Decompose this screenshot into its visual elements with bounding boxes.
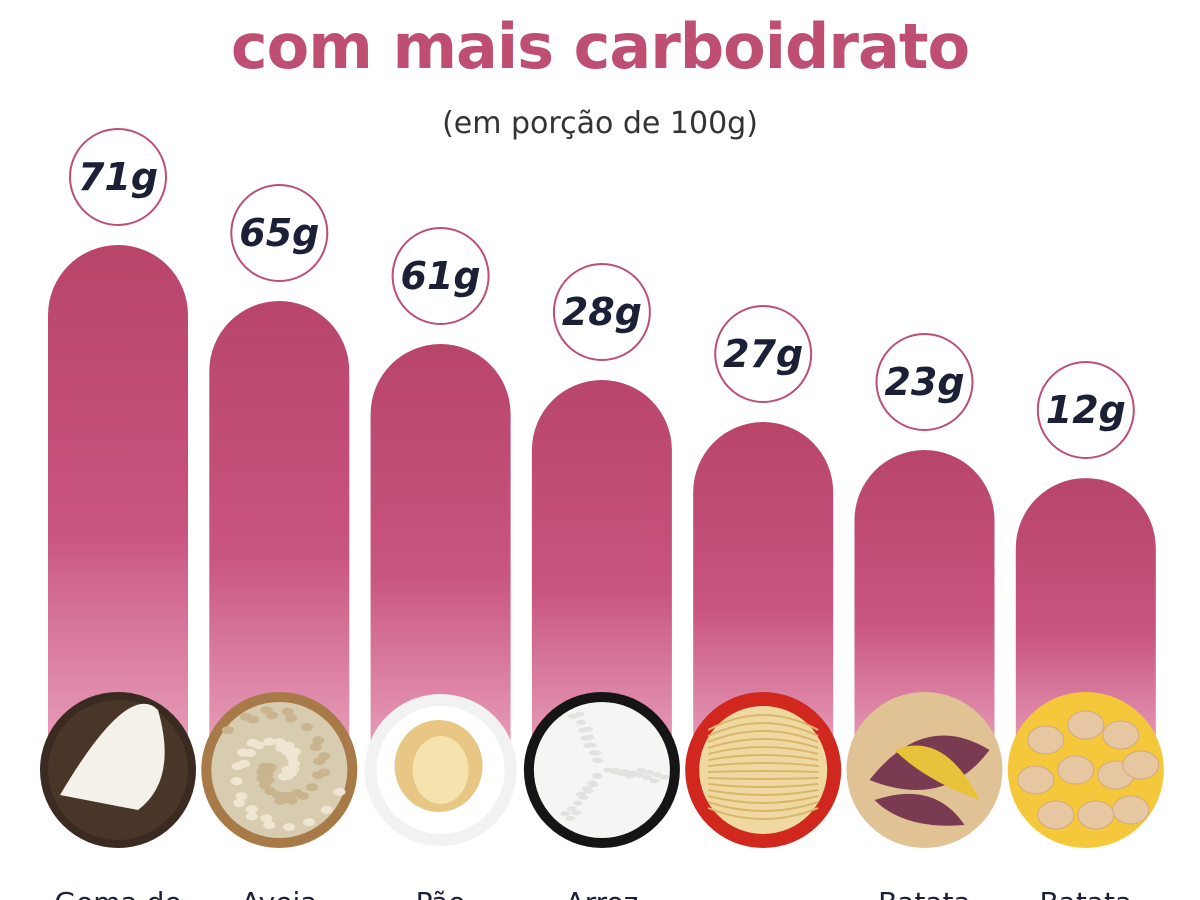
page-subtitle: (em porção de 100g) [442,106,758,141]
bar [209,301,350,760]
value-bubble [552,263,651,361]
bar [854,450,995,760]
data-label: 28g [562,290,642,334]
data-label: 65g [239,211,319,255]
category-label: Goma de [54,886,181,900]
sweet-potato-icon [846,692,1003,848]
noodles-icon [685,692,842,848]
bar [531,380,672,760]
data-label: 12g [1046,388,1126,432]
value-bubble [875,333,974,431]
page-title: com mais carboidrato [230,10,970,83]
bar [1015,478,1156,760]
bar [48,245,188,760]
bar [693,422,834,760]
data-label: 23g [884,360,964,404]
potato-icon [1007,692,1164,848]
value-bubble [391,227,490,325]
value-bubble [230,184,329,282]
oats-icon [201,692,358,848]
bread-icon [364,694,517,846]
value-bubble [1036,361,1135,459]
category-label: Arroz [565,886,638,900]
data-label: 61g [401,254,481,298]
value-bubble [714,305,813,403]
value-bubble [69,128,167,226]
category-label: Batata [878,886,971,900]
category-label: Aveia [241,886,317,900]
tapioca-icon [40,692,196,848]
category-label: Batata [1039,886,1132,900]
rice-icon [523,692,680,848]
bar [370,344,511,760]
data-label: 71g [78,155,158,199]
data-label: 27g [723,332,803,376]
category-label: Pão [416,886,466,900]
